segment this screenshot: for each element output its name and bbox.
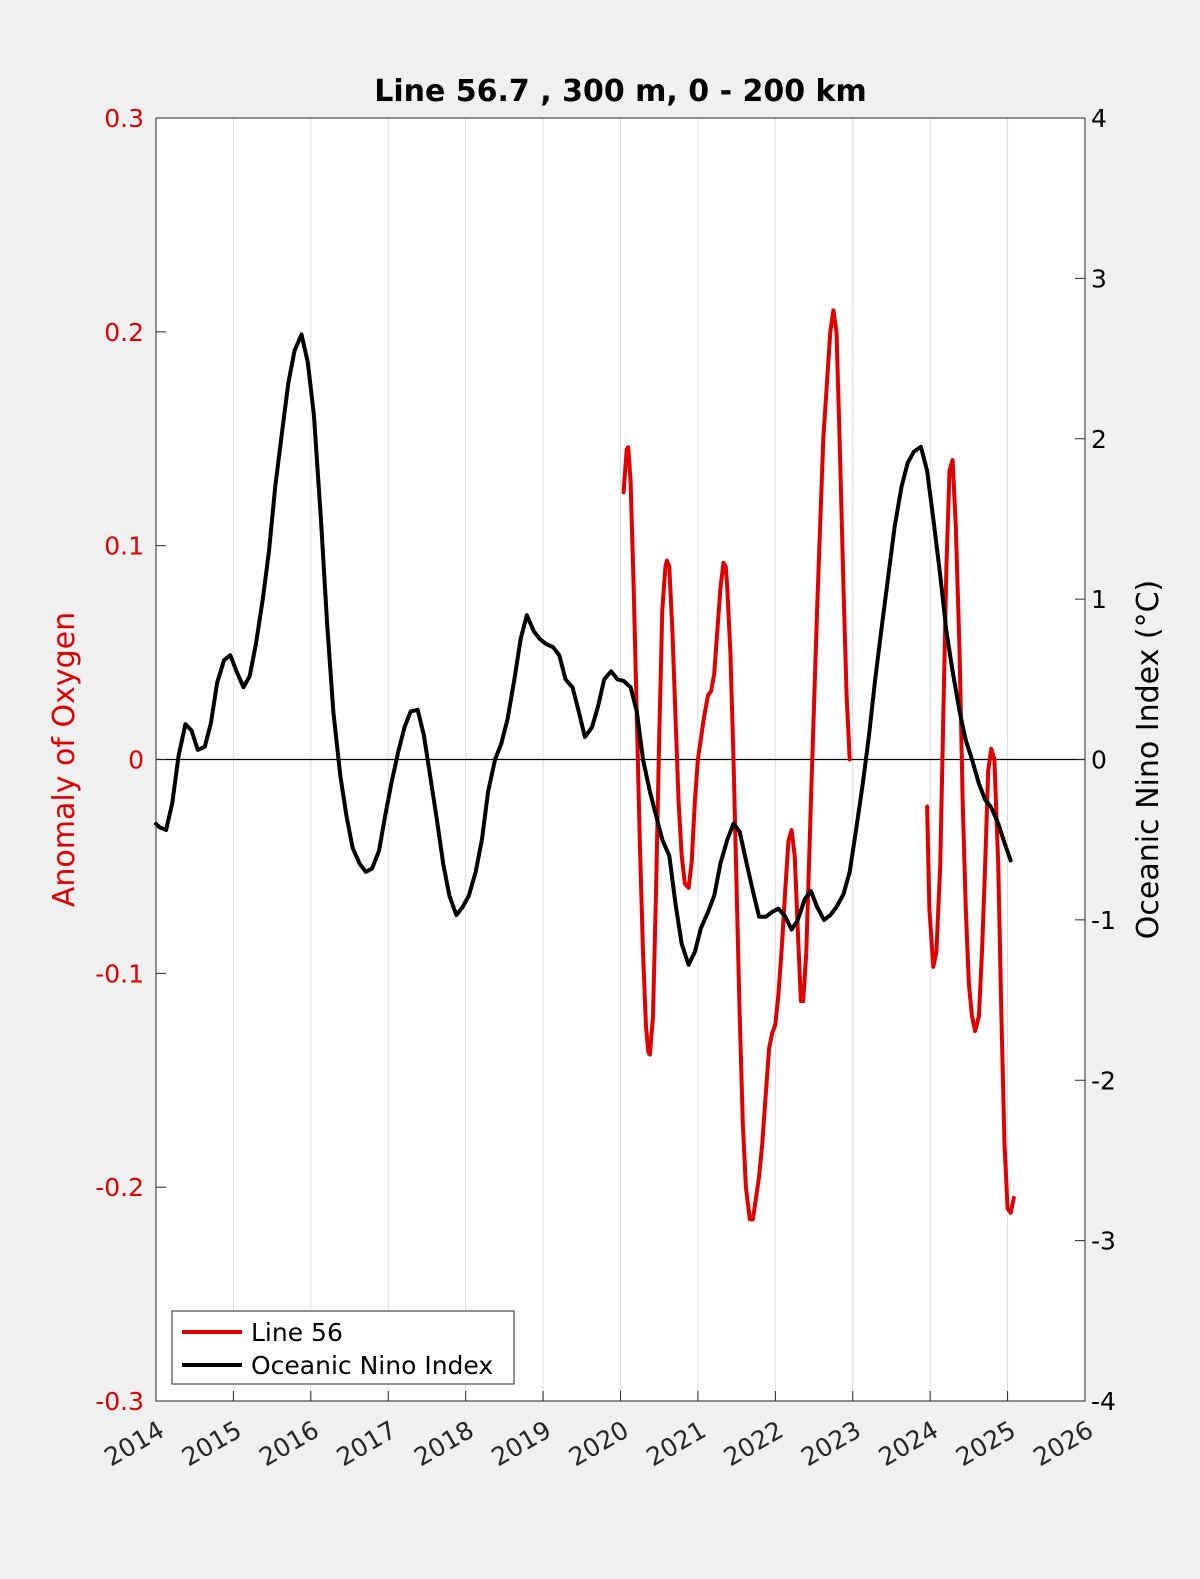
chart-title: Line 56.7 , 300 m, 0 - 200 km xyxy=(374,74,867,109)
y-tick-label-left: 0.3 xyxy=(104,104,144,133)
legend-box xyxy=(171,1310,515,1385)
x-tick-label: 2021 xyxy=(641,1415,711,1472)
y-tick-label-right: 3 xyxy=(1091,264,1107,293)
y-tick-label-right: -4 xyxy=(1091,1387,1116,1416)
y-tick-label-left: 0.1 xyxy=(104,532,144,561)
x-tick-label: 2019 xyxy=(486,1415,556,1472)
y-axis-label-left: Anomaly of Oxygen xyxy=(47,612,82,907)
x-tick-label: 2025 xyxy=(951,1415,1021,1472)
y-tick-label-left: -0.1 xyxy=(95,959,144,988)
y-tick-label-right: 2 xyxy=(1091,425,1107,454)
x-tick-label: 2020 xyxy=(564,1415,634,1472)
x-tick-label: 2014 xyxy=(99,1415,169,1472)
x-tick-label: 2018 xyxy=(409,1415,479,1472)
y-tick-label-right: 0 xyxy=(1091,746,1107,775)
x-tick-label: 2024 xyxy=(874,1415,944,1472)
legend: Line 56 Oceanic Nino Index xyxy=(171,1310,515,1385)
y-tick-label-left: -0.3 xyxy=(95,1387,144,1416)
y-axis-label-right: Oceanic Nino Index (°C) xyxy=(1131,580,1166,940)
x-tick-label: 2017 xyxy=(332,1415,402,1472)
x-tick-label: 2023 xyxy=(796,1415,866,1472)
y-tick-label-left: 0.2 xyxy=(104,318,144,347)
x-tick-label: 2026 xyxy=(1028,1415,1098,1472)
series-line56-segment-2 xyxy=(925,458,1016,1215)
y-tick-label-right: 4 xyxy=(1091,104,1107,133)
y-tick-label-left: 0 xyxy=(128,746,144,775)
y-tick-label-right: 1 xyxy=(1091,585,1107,614)
x-tick-label: 2015 xyxy=(177,1415,247,1472)
y-tick-label-left: -0.2 xyxy=(95,1173,144,1202)
legend-label-oni: Oceanic Nino Index xyxy=(251,1351,493,1380)
legend-label-line56: Line 56 xyxy=(251,1318,343,1347)
y-tick-label-right: -3 xyxy=(1091,1227,1116,1256)
y-tick-label-right: -1 xyxy=(1091,906,1116,935)
series-oceanic-nino-index xyxy=(154,332,1013,967)
x-tick-label: 2016 xyxy=(254,1415,324,1472)
x-tick-label: 2022 xyxy=(719,1415,789,1472)
series-layer xyxy=(154,308,1016,1222)
y-tick-label-right: -2 xyxy=(1091,1066,1116,1095)
series-line56-segment-1 xyxy=(621,308,852,1222)
